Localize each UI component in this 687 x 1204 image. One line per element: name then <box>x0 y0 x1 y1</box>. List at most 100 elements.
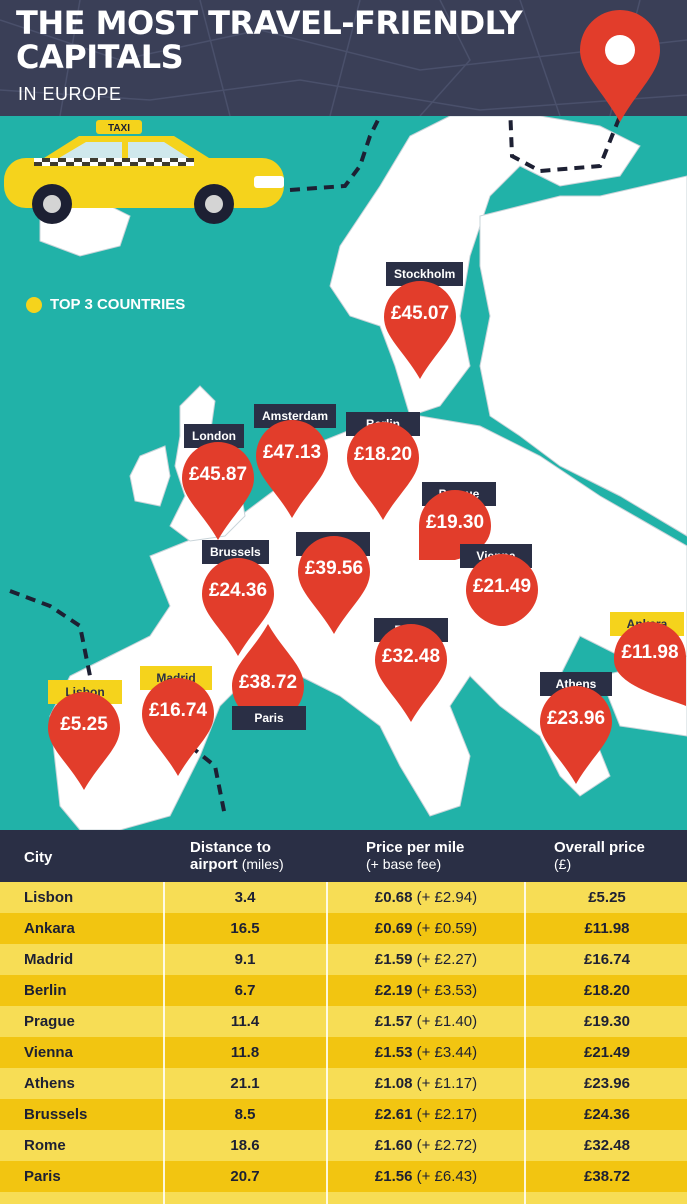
cell-price-per-mile: £0.69 (+ £0.59) <box>328 913 524 944</box>
cell-overall-price: £24.36 <box>584 1106 630 1123</box>
column-divider <box>326 882 328 1204</box>
title-line-1: THE MOST TRAVEL-FRIENDLY <box>16 4 523 42</box>
cell-ppm-value: £1.57 <box>374 1013 413 1030</box>
column-divider <box>163 882 165 1204</box>
price-pin-berlin: £18.20 <box>347 422 419 520</box>
cell-city: Ankara <box>24 920 75 937</box>
price-pin-stockholm: £45.07 <box>384 281 456 379</box>
cell-ppm-value: £1.08 <box>374 1075 413 1092</box>
cell-price-per-mile: £1.56 (+ £6.43) <box>328 1161 524 1192</box>
city-tag-paris: Paris <box>232 706 306 730</box>
cell-base-fee: (+ £2.94) <box>416 889 478 906</box>
cell-ppm-value: £1.53 <box>374 1044 413 1061</box>
cell-distance: 20.7 <box>230 1168 260 1185</box>
table-row: Athens 21.1 £1.08 (+ £1.17) £23.96 <box>0 1068 687 1099</box>
cell-city: Athens <box>24 1075 75 1092</box>
header-ppm-label: Price per mile <box>366 839 465 856</box>
cell-ppm-value: £1.60 <box>374 1137 413 1154</box>
cell-base-fee: (+ £0.59) <box>416 920 478 937</box>
cell-base-fee: (+ £3.44) <box>416 1044 478 1061</box>
price-label-bern: £39.56 <box>304 558 364 579</box>
cell-ppm-value: £0.68 <box>374 889 413 906</box>
cell-distance: 18.6 <box>230 1137 260 1154</box>
table-row: Lisbon 3.4 £0.68 (+ £2.94) £5.25 <box>0 882 687 913</box>
legend-label: TOP 3 COUNTRIES <box>50 296 186 313</box>
cell-ppm-value: £0.69 <box>374 920 413 937</box>
cell-overall-price: £21.49 <box>584 1044 630 1061</box>
price-label-prague: £19.30 <box>425 512 485 533</box>
cell-city: Brussels <box>24 1106 88 1123</box>
cell-price-per-mile: £1.08 (+ £1.17) <box>328 1068 524 1099</box>
header-banner: THE MOST TRAVEL-FRIENDLY CAPITALS IN EUR… <box>0 0 687 116</box>
cell-distance: 8.5 <box>234 1106 256 1123</box>
taxi-route-dashed-line <box>289 116 622 192</box>
header-price-per-mile: Price per mile (+ base fee) <box>366 839 465 873</box>
taxi-sign-label: TAXI <box>108 123 130 134</box>
cell-overall-price: £23.96 <box>584 1075 630 1092</box>
cell-city: Vienna <box>24 1044 73 1061</box>
location-marker-icon <box>580 10 660 122</box>
price-label-rome: £32.48 <box>381 646 441 667</box>
cell-distance: 9.1 <box>234 951 256 968</box>
cell-base-fee: (+ £3.53) <box>416 982 478 999</box>
header-price-sub: (£) <box>554 856 572 872</box>
cell-distance: 6.7 <box>234 982 256 999</box>
price-label-madrid: £16.74 <box>148 700 208 721</box>
cell-city: Paris <box>24 1168 61 1185</box>
price-label-berlin: £18.20 <box>353 444 413 465</box>
price-pin-ankara: £11.98 <box>614 620 686 718</box>
cell-overall-price: £32.48 <box>584 1137 630 1154</box>
price-label-paris: £38.72 <box>238 672 298 693</box>
table-row: Rome 18.6 £1.60 (+ £2.72) £32.48 <box>0 1130 687 1161</box>
cell-price-per-mile: £1.57 (+ £1.40) <box>328 1006 524 1037</box>
table-row: Brussels 8.5 £2.61 (+ £2.17) £24.36 <box>0 1099 687 1130</box>
price-pin-london: £45.87 <box>182 442 254 540</box>
cell-distance: 16.5 <box>230 920 260 937</box>
legend: TOP 3 COUNTRIES <box>26 296 185 313</box>
cell-base-fee: (+ £2.17) <box>416 1106 478 1123</box>
page-subtitle: IN EUROPE <box>18 84 122 104</box>
price-pin-vienna: £21.49 <box>466 554 538 652</box>
cell-city: Lisbon <box>24 889 74 906</box>
road-map-background <box>0 0 687 116</box>
cell-base-fee: (+ £1.17) <box>416 1075 478 1092</box>
cell-overall-price: £11.98 <box>584 920 630 937</box>
title-line-2: CAPITALS <box>16 38 184 76</box>
price-pin-prague: £19.30 <box>419 490 491 588</box>
price-label-ankara: £11.98 <box>621 642 679 663</box>
price-label-london: £45.87 <box>188 464 248 485</box>
taxi-icon: TAXI <box>4 120 284 224</box>
cell-base-fee: (+ £1.40) <box>416 1013 478 1030</box>
price-label-athens: £23.96 <box>546 708 606 729</box>
price-pin-bern: £39.56 <box>298 536 370 634</box>
cell-base-fee: (+ £2.27) <box>416 951 478 968</box>
cell-base-fee: (+ £6.43) <box>416 1168 478 1185</box>
header-ppm-sub: (+ base fee) <box>366 856 442 872</box>
cell-city: Berlin <box>24 982 67 999</box>
cell-ppm-value: £2.19 <box>374 982 413 999</box>
cell-price-per-mile: £1.60 (+ £2.72) <box>328 1130 524 1161</box>
table-row: Paris 20.7 £1.56 (+ £6.43) £38.72 <box>0 1161 687 1192</box>
header-distance-airport: airport <box>190 856 238 873</box>
europe-map: TAXI TOP 3 COUNTRIES <box>0 116 687 830</box>
cell-distance: 11.8 <box>230 1044 260 1061</box>
cell-overall-price: £5.25 <box>588 889 626 906</box>
header-distance: Distance to airport (miles) <box>190 840 284 873</box>
header-price-label: Overall price <box>554 839 645 856</box>
cell-overall-price: £19.30 <box>584 1013 630 1030</box>
cell-overall-price: £38.72 <box>584 1168 630 1185</box>
price-pin-lisbon: £5.25 <box>48 692 120 790</box>
cell-price-per-mile: £0.68 (+ £2.94) <box>328 882 524 913</box>
cell-overall-price: £16.74 <box>584 951 630 968</box>
cell-city: Rome <box>24 1137 66 1154</box>
table-row: Ankara 16.5 £0.69 (+ £0.59) £11.98 <box>0 913 687 944</box>
table-row: Prague 11.4 £1.57 (+ £1.40) £19.30 <box>0 1006 687 1037</box>
cell-city: Prague <box>24 1013 75 1030</box>
cell-base-fee: (+ £2.72) <box>416 1137 478 1154</box>
table-row: Berlin 6.7 £2.19 (+ £3.53) £18.20 <box>0 975 687 1006</box>
price-label-vienna: £21.49 <box>472 576 532 597</box>
cell-distance: 3.4 <box>234 889 256 906</box>
price-pin-madrid: £16.74 <box>142 678 214 776</box>
price-table: City Distance to airport (miles) Price p… <box>0 830 687 1204</box>
